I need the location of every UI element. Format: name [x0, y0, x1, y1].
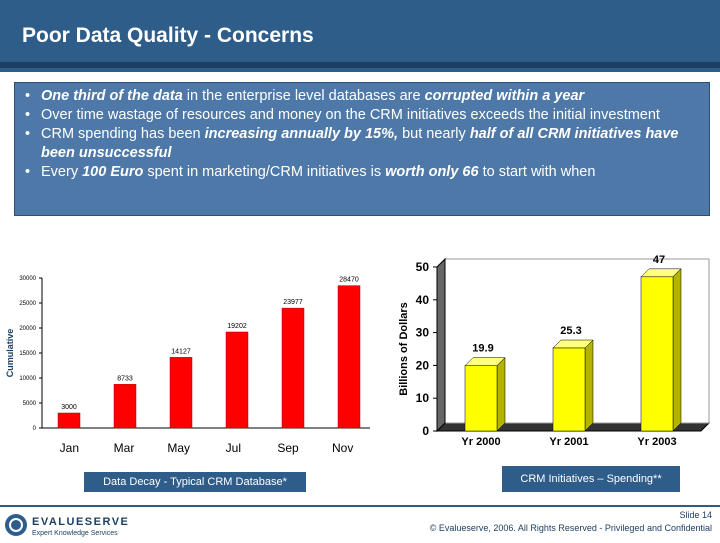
bullet-text: CRM spending has been — [41, 126, 205, 142]
bullet-text: Over time wastage of resources and money… — [41, 107, 660, 123]
y-tick-label: 20000 — [19, 326, 36, 332]
title-bar: Poor Data Quality - Concerns — [0, 0, 720, 72]
data-label: 3000 — [61, 404, 77, 411]
y-tick-label: 10000 — [19, 376, 36, 382]
bar-side — [496, 357, 506, 432]
x-tick-label: Jan — [60, 441, 79, 455]
x-tick-label: Yr 2003 — [637, 436, 676, 448]
logo-globe-icon — [5, 514, 27, 536]
x-tick-label: May — [167, 441, 190, 455]
bar — [281, 307, 305, 429]
data-label: 19202 — [227, 323, 247, 330]
bullet-text: Every — [41, 164, 83, 180]
crm-spending-chart: 0 10 20 30 40 50 19.9 Yr 2000 25.3 Yr 2001 47 Yr 20… — [398, 254, 711, 448]
data-label: 25.3 — [560, 325, 581, 337]
data-label: 8733 — [117, 375, 133, 382]
plot-side-wall — [436, 257, 446, 433]
bar — [337, 285, 361, 429]
y-tick-label: 5000 — [23, 401, 37, 407]
data-label: 23977 — [283, 299, 303, 306]
data-decay-chart: 0 5000 10000 15000 20000 25000 30000 Jan Mar May J… — [5, 276, 370, 455]
bar — [113, 384, 137, 429]
bullet-item: Every 100 Euro spent in marketing/CRM in… — [25, 163, 709, 182]
y-tick-label: 15000 — [19, 351, 36, 357]
y-tick-label: 25000 — [19, 301, 36, 307]
bullet-text: increasing annually by 15%, — [204, 126, 399, 142]
y-tick-label: 10 — [416, 391, 430, 405]
x-tick-label: Sep — [277, 441, 299, 455]
bar — [225, 331, 249, 429]
bar-side — [672, 268, 682, 432]
bullet-list: One third of the data in the enterprise … — [15, 87, 709, 182]
bullet-text: but nearly — [398, 126, 470, 142]
footer-divider — [0, 505, 720, 507]
bar — [640, 276, 674, 432]
x-tick-label: Mar — [114, 441, 135, 455]
bullet-text: spent in marketing/CRM initiatives is — [143, 164, 386, 180]
chart-caption-data-decay: Data Decay - Typical CRM Database* — [84, 472, 306, 492]
bullet-box: One third of the data in the enterprise … — [14, 82, 710, 216]
bar — [57, 412, 81, 429]
y-tick-label: 0 — [422, 424, 429, 438]
logo-text: EVALUESERVE — [32, 516, 129, 528]
bullet-item: Over time wastage of resources and money… — [25, 106, 709, 125]
x-tick-label: Nov — [332, 441, 353, 455]
y-tick-label: 40 — [416, 293, 430, 307]
chart-caption-crm-spending: CRM Initiatives – Spending** — [502, 466, 680, 492]
x-tick-label: Yr 2000 — [461, 436, 500, 448]
bullet-text: corrupted within a year — [424, 88, 585, 104]
bullet-item: One third of the data in the enterprise … — [25, 87, 709, 106]
slide-title: Poor Data Quality - Concerns — [22, 24, 314, 47]
bar — [169, 357, 193, 429]
evalueserve-logo: EVALUESERVE Expert Knowledge Services — [4, 512, 154, 538]
y-tick-label: 30000 — [19, 276, 36, 282]
y-tick-label: 0 — [33, 426, 37, 432]
bar-side — [584, 339, 594, 432]
bullet-text: One third of the data — [41, 88, 183, 104]
data-label: 47 — [653, 254, 665, 266]
y-axis-title: Billions of Dollars — [398, 302, 410, 396]
bullet-text: in the enterprise level databases are — [182, 88, 425, 104]
bullet-text: worth only 66 — [385, 164, 479, 180]
y-axis-title: Cumulative — [5, 329, 15, 378]
data-label: 28470 — [339, 277, 359, 284]
bar — [464, 365, 498, 432]
bullet-text: to start with when — [478, 164, 596, 180]
y-tick-label: 30 — [416, 326, 430, 340]
y-tick-label: 50 — [416, 260, 430, 274]
slide-number: Slide 14 — [679, 510, 712, 520]
data-label: 14127 — [171, 348, 191, 355]
title-accent-bar — [0, 62, 720, 68]
bullet-text: 100 Euro — [82, 164, 144, 180]
data-label: 19.9 — [472, 343, 493, 355]
bullet-text: half of all CRM initiatives have been un… — [41, 126, 679, 161]
x-tick-label: Yr 2001 — [549, 436, 588, 448]
y-tick-label: 20 — [416, 358, 430, 372]
bullet-item: CRM spending has been increasing annuall… — [25, 125, 709, 163]
bar — [552, 347, 586, 432]
logo-tagline: Expert Knowledge Services — [32, 530, 118, 537]
x-tick-label: Jul — [226, 441, 241, 455]
copyright-notice: © Evalueserve, 2006. All Rights Reserved… — [429, 523, 712, 533]
